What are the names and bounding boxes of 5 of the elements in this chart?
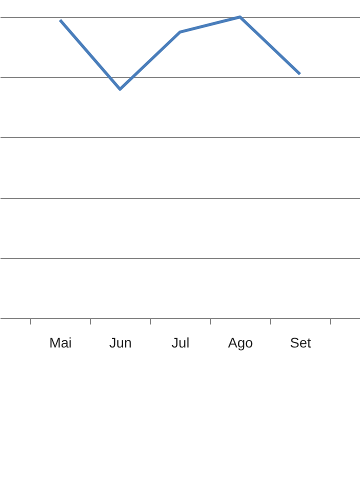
x-tick-label: Jul [172, 334, 190, 350]
x-tick-label: Ago [228, 334, 254, 350]
x-tick-label: Mai [49, 334, 72, 350]
x-tick-label: Jun [109, 334, 132, 350]
x-tick-label: Set [290, 334, 312, 350]
